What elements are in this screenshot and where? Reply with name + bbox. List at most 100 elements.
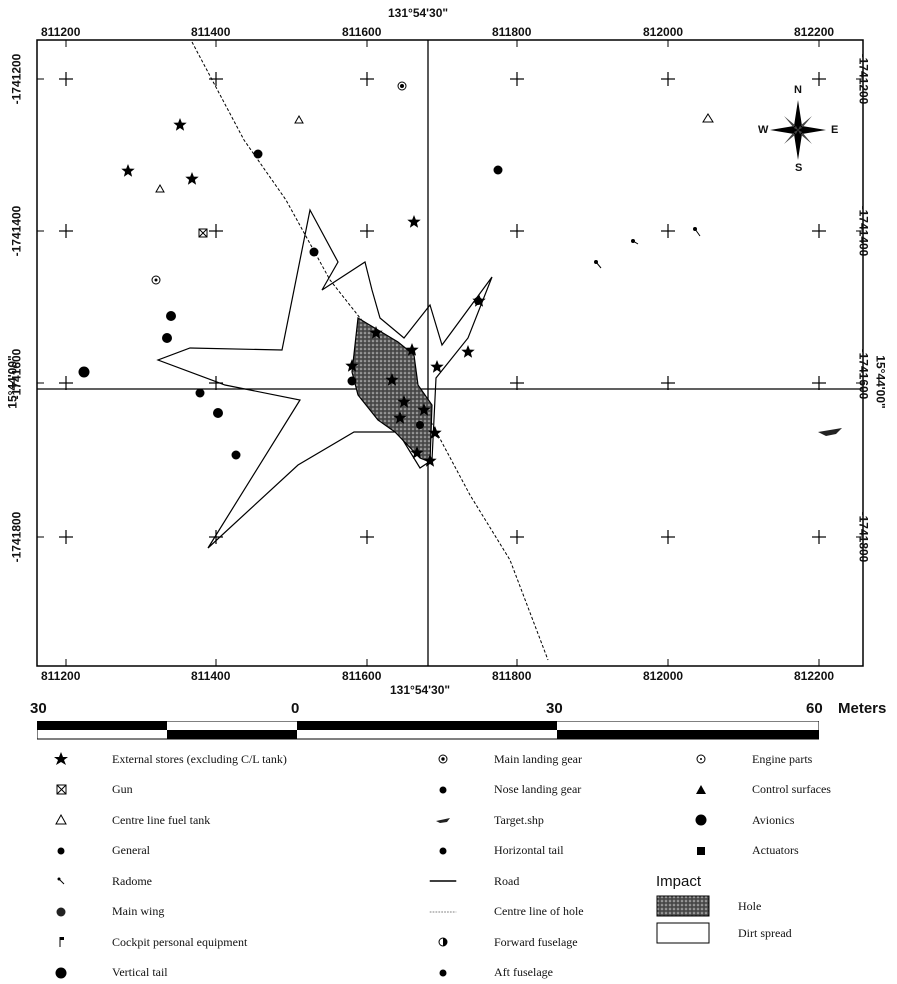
radome-markers — [594, 227, 701, 269]
legend-item-col1-1: Gun — [46, 779, 133, 801]
external-stores-star — [407, 215, 421, 228]
legend-label: Nose landing gear — [494, 782, 582, 796]
dot-icon — [46, 843, 76, 859]
x-tick-bottom-1: 811400 — [191, 669, 231, 683]
legend-item-col2-4: Road — [428, 870, 519, 892]
grid-crosses — [59, 72, 826, 544]
legend-label: Vertical tail — [112, 965, 168, 979]
external-stores-star — [173, 118, 187, 131]
legend-item-col3-3: Actuators — [686, 840, 799, 862]
y-tick-left-0: -1741200 — [9, 53, 24, 105]
dot-icon — [428, 843, 458, 859]
legend-item-col2-0: Main landing gear — [428, 748, 582, 770]
half-dot-icon — [428, 934, 458, 950]
impact-title: Impact — [656, 873, 702, 890]
y-tick-right-1: -1741400 — [856, 205, 871, 257]
dot-big-icon — [46, 965, 76, 981]
boxed-x-icon — [46, 782, 76, 798]
x-tick-top-5: 812200 — [794, 25, 835, 39]
compass-w: W — [758, 124, 769, 136]
legend-label: Horizontal tail — [494, 843, 564, 857]
solid-line-icon — [428, 873, 458, 889]
aircraft-icon — [428, 812, 458, 828]
gun-marker — [198, 228, 208, 238]
legend-label: Target.shp — [494, 812, 544, 827]
legend-item-col2-6: Forward fuselage — [428, 931, 578, 953]
external-stores-star — [428, 426, 442, 439]
dot-large-icon — [46, 904, 76, 920]
legend-label: General — [112, 843, 150, 857]
legend-label: Control surfaces — [752, 782, 831, 796]
impact-item-1: Dirt spread — [656, 922, 792, 944]
scale-unit: Meters — [838, 700, 887, 717]
compass-rose — [770, 100, 826, 160]
legend-item-col2-2: Target.shp — [428, 809, 544, 831]
engine-parts-marker — [151, 275, 161, 285]
legend-item-col1-0: External stores (excluding C/L tank) — [46, 748, 287, 770]
legend-label: Cockpit personal equipment — [112, 934, 248, 949]
y-tick-right-3: -1741800 — [856, 511, 871, 563]
compass-n: N — [794, 84, 802, 96]
legend-label: Road — [494, 873, 520, 888]
ring-dot-icon — [686, 751, 716, 767]
x-tick-bottom-2: 811600 — [342, 669, 382, 683]
legend-label: Main wing — [112, 904, 165, 918]
radome-icon — [46, 873, 76, 889]
dirt-spread-area — [156, 208, 493, 549]
legend-item-col1-3: General — [46, 840, 150, 862]
latitude-label-left: 15°44'00" — [5, 355, 20, 409]
target-dot-icon — [428, 751, 458, 767]
empty-box-icon — [656, 922, 710, 944]
hatched-box-icon — [656, 895, 710, 917]
dot-icon — [428, 782, 458, 798]
x-tick-bottom-5: 812200 — [794, 669, 835, 683]
dot-big-icon — [686, 812, 716, 828]
general-markers — [78, 149, 503, 460]
legend-item-col1-7: Vertical tail — [46, 962, 168, 984]
scale-label-1: 0 — [291, 700, 300, 717]
y-tick-right-0: -1741200 — [856, 53, 871, 105]
x-tick-top-3: 811800 — [492, 25, 532, 39]
external-stores-star — [430, 360, 444, 373]
legend-item-col3-1: Control surfaces — [686, 779, 831, 801]
external-stores-star — [405, 343, 419, 356]
external-stores-star — [461, 345, 475, 358]
y-tick-left-1: -1741400 — [9, 205, 24, 257]
longitude-label-top: 131°54'30" — [388, 6, 449, 20]
centre-line-fuel-tank-markers — [155, 113, 714, 193]
legend-label: Aft fuselage — [494, 965, 553, 979]
x-tick-bottom-0: 811200 — [41, 669, 81, 683]
map-frame — [36, 39, 864, 667]
legend-label: Engine parts — [752, 751, 813, 766]
star-icon — [46, 751, 76, 767]
legend-item-col2-5: Centre line of hole — [428, 901, 584, 923]
legend-item-col1-5: Main wing — [46, 901, 164, 923]
external-stores-star — [417, 403, 431, 416]
legend-label: Centre line of hole — [494, 904, 584, 918]
scale-label-2: 30 — [546, 700, 563, 717]
main-landing-gear-marker — [397, 81, 407, 91]
legend-label: Centre line fuel tank — [112, 812, 211, 827]
filled-triangle-icon — [686, 782, 716, 798]
target-aircraft-marker — [818, 428, 842, 436]
legend-item-col2-3: Horizontal tail — [428, 840, 564, 862]
scale-bar — [37, 721, 819, 740]
legend-item-col1-6: Cockpit personal equipment — [46, 931, 247, 953]
external-stores-star — [397, 395, 411, 408]
scale-label-0: 30 — [30, 700, 47, 717]
longitude-label-bottom: 131°54'30" — [390, 683, 451, 697]
legend-label: Radome — [112, 873, 152, 888]
legend-item-col1-2: Centre line fuel tank — [46, 809, 210, 831]
compass-e: E — [831, 124, 839, 136]
dot-icon — [428, 965, 458, 981]
legend-item-col3-0: Engine parts — [686, 748, 812, 770]
legend-label: Main landing gear — [494, 751, 582, 766]
impact-hole-area — [351, 317, 433, 463]
legend-item-col2-7: Aft fuselage — [428, 962, 553, 984]
x-tick-top-2: 811600 — [342, 25, 382, 39]
compass-s: S — [795, 162, 803, 174]
legend-label: Avionics — [752, 812, 795, 827]
open-triangle-icon — [46, 812, 76, 828]
dashed-line-icon — [428, 904, 458, 920]
x-tick-bottom-4: 812000 — [643, 669, 684, 683]
